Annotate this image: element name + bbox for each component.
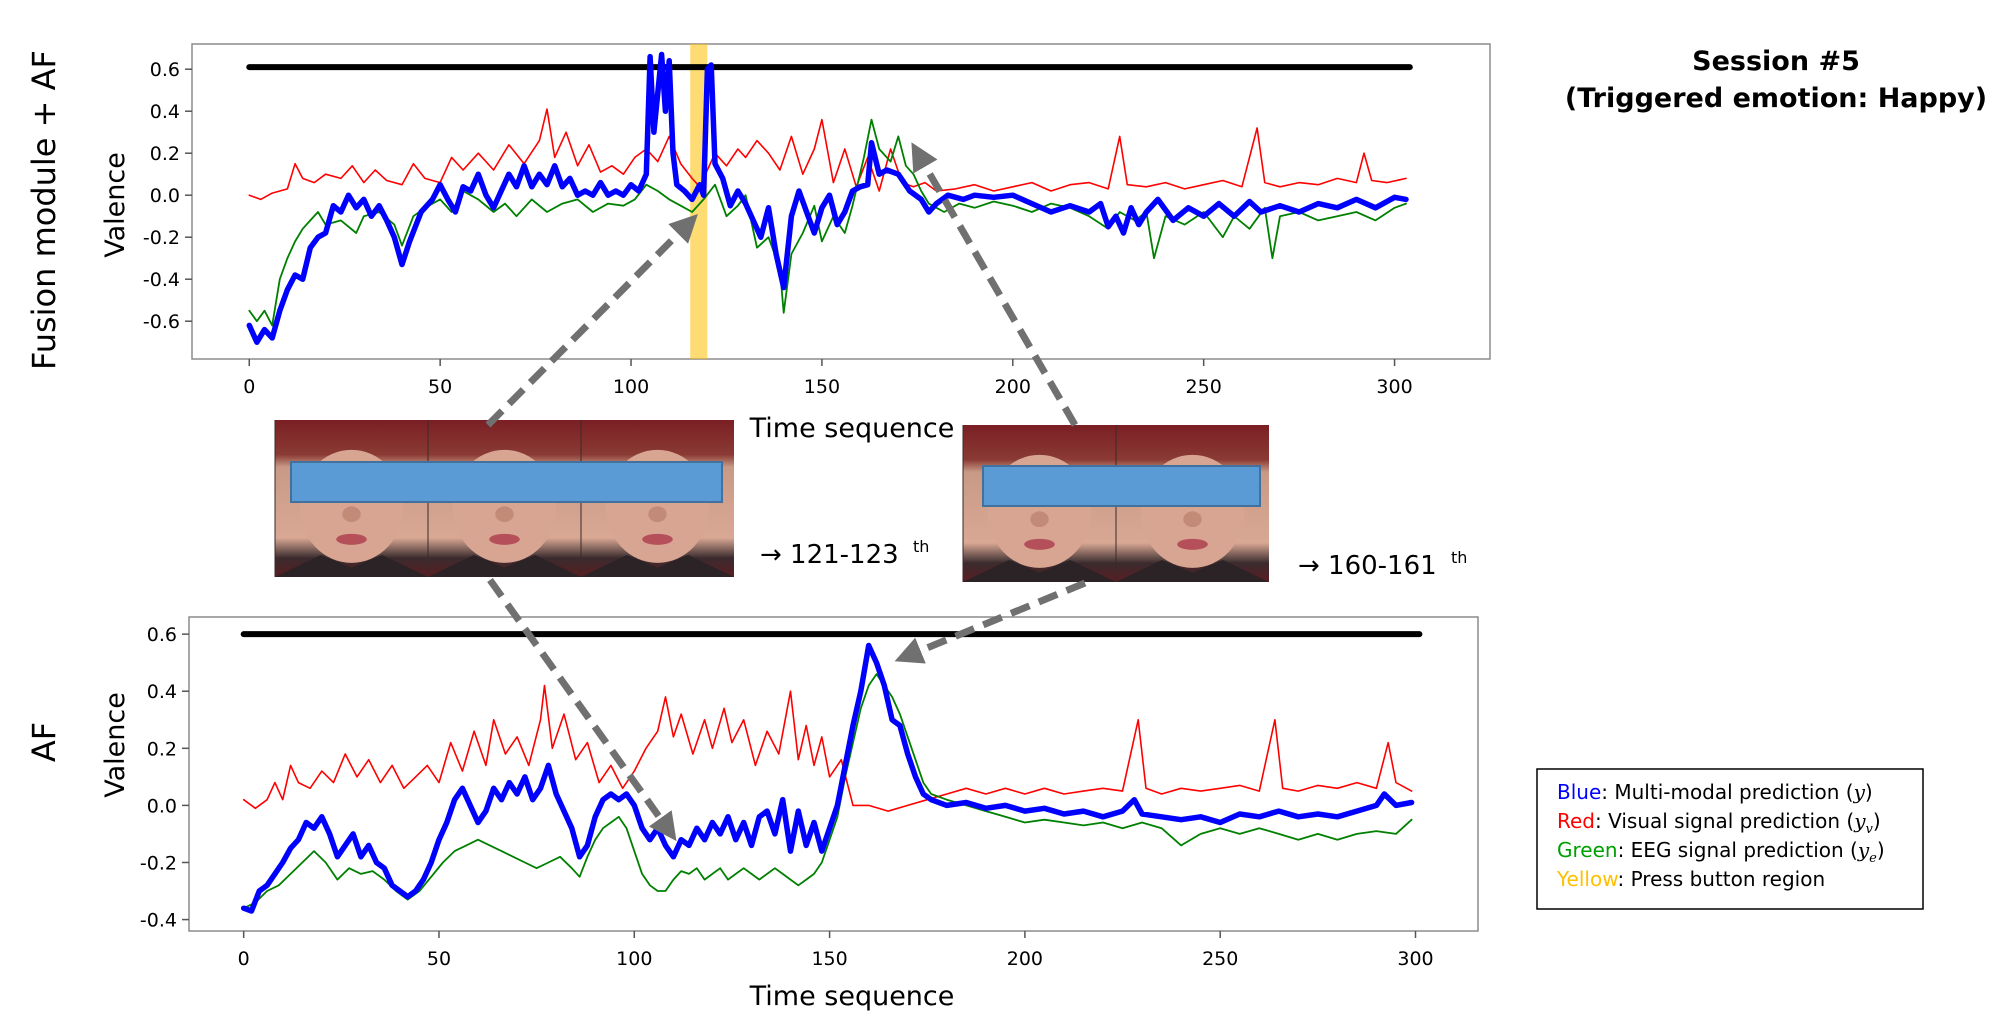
y-tick-label: -0.4: [143, 269, 180, 291]
frames-annotation-b-sup: th: [1451, 548, 1467, 567]
legend-color-word: Blue: [1557, 780, 1601, 804]
row-label-bottom: AF: [25, 722, 63, 762]
series-line-green: [242, 673, 1413, 910]
legend-color-word: Yellow: [1556, 867, 1618, 891]
legend-text: : Press button region: [1617, 867, 1825, 891]
x-tick-label: 0: [238, 948, 250, 970]
x-tick-label: 100: [616, 948, 652, 970]
face-nose: [1030, 511, 1049, 528]
x-tick-label: 50: [427, 948, 451, 970]
legend-entry: Green: EEG signal prediction (ye): [1557, 838, 1885, 866]
face-nose: [495, 506, 514, 523]
title-line-2: (Triggered emotion: Happy): [1565, 83, 1987, 114]
y-tick-label: 0.0: [147, 795, 177, 817]
face-nose: [1183, 511, 1202, 528]
series-line-red: [248, 108, 1407, 201]
x-tick-label: 250: [1202, 948, 1238, 970]
y-tick-label: -0.4: [140, 910, 177, 932]
x-axis-label-top: Time sequence: [749, 413, 955, 444]
frames-annotation-a-sup: th: [913, 537, 929, 556]
frames-annotation-b: → 160-161 th: [1298, 548, 1467, 581]
face-frames-160-161: [962, 425, 1269, 582]
x-tick-label: 0: [243, 376, 255, 398]
y-axis-label-top: Valence: [100, 152, 131, 258]
y-tick-label: 0.6: [147, 624, 177, 646]
legend-text: : EEG signal prediction (: [1618, 838, 1858, 862]
series-line-red: [242, 684, 1413, 812]
legend-text: : Visual signal prediction (: [1595, 809, 1854, 833]
y-tick-label: -0.2: [143, 227, 180, 249]
legend-close: ): [1873, 809, 1881, 833]
y-tick-label: 0.2: [147, 738, 177, 760]
face-nose: [648, 506, 667, 523]
frames-annotation-a-text: → 121-123: [760, 540, 899, 570]
x-tick-label: 100: [613, 376, 649, 398]
legend-close: ): [1877, 838, 1885, 862]
x-tick-label: 150: [804, 376, 840, 398]
frames-annotation-b-text: → 160-161: [1298, 551, 1437, 581]
y-axis-label-bottom: Valence: [100, 692, 131, 798]
y-tick-label: 0.2: [150, 143, 180, 165]
y-tick-label: 0.4: [147, 681, 177, 703]
y-tick-label: -0.6: [143, 311, 180, 333]
connector-arrows: [485, 142, 1087, 842]
legend-entry: Blue: Multi-modal prediction (y): [1557, 780, 1873, 804]
legend: Blue: Multi-modal prediction (y)Red: Vis…: [1536, 768, 1924, 910]
eye-mask: [290, 461, 723, 503]
face-collar: [428, 555, 581, 577]
x-tick-label: 200: [1007, 948, 1043, 970]
face-lips: [1024, 538, 1055, 550]
eye-mask: [982, 465, 1261, 507]
legend-box: [1536, 768, 1924, 910]
legend-color-word: Green: [1557, 838, 1618, 862]
face-lips: [336, 533, 367, 545]
legend-math-subscript: v: [1866, 822, 1874, 837]
series-line-blue: [246, 51, 1409, 345]
arrow-b-to-bottom: [894, 579, 1087, 664]
face-lips: [1177, 538, 1208, 550]
arrow-b-to-top: [911, 142, 1079, 427]
legend-entry: Yellow: Press button region: [1556, 867, 1825, 891]
plot-frame-top: [191, 43, 1491, 360]
y-tick-label: -0.2: [140, 852, 177, 874]
legend-math-symbol: y: [1853, 780, 1866, 804]
x-axis-label-bottom: Time sequence: [749, 981, 955, 1012]
legend-color-word: Red: [1557, 809, 1595, 833]
frames-annotation-a: → 121-123 th: [760, 537, 929, 570]
face-lips: [642, 533, 673, 545]
x-tick-label: 50: [428, 376, 452, 398]
row-label-top: Fusion module + AF: [25, 50, 63, 370]
x-tick-label: 150: [811, 948, 847, 970]
face-collar: [1116, 560, 1269, 582]
chart-panel-top: -0.6 -0.4 -0.2 0.0 0.2 0.4 0.6 0 50 100 150 200 250…: [100, 43, 1491, 444]
y-tick-label: 0.4: [150, 101, 180, 123]
legend-close: ): [1865, 780, 1873, 804]
chart-panel-bottom: -0.4-0.20.00.20.40.6 0 50 100 150 200 250 300 …: [100, 616, 1479, 1012]
face-collar: [581, 555, 734, 577]
x-tick-label: 250: [1186, 376, 1222, 398]
plot-frame-bottom: [188, 616, 1479, 932]
face-frames-121-123: [274, 420, 734, 577]
legend-math-symbol: y: [1857, 838, 1870, 862]
legend-text: : Multi-modal prediction (: [1601, 780, 1853, 804]
x-tick-label: 300: [1397, 948, 1433, 970]
face-nose: [342, 506, 361, 523]
face-lips: [489, 533, 520, 545]
series-line-blue: [240, 642, 1415, 914]
legend-math-subscript: e: [1869, 851, 1877, 866]
face-collar: [275, 555, 428, 577]
y-tick-label: 0.6: [150, 59, 180, 81]
y-tick-label: 0.0: [150, 185, 180, 207]
x-tick-label: 300: [1376, 376, 1412, 398]
arrow-a-to-bottom: [487, 577, 677, 842]
x-tick-label: 200: [995, 376, 1031, 398]
title-line-1: Session #5: [1692, 46, 1860, 77]
legend-math-symbol: y: [1853, 809, 1866, 833]
arrow-a-to-top: [485, 214, 698, 428]
legend-entry: Red: Visual signal prediction (yv): [1557, 809, 1881, 837]
series-line-green: [248, 118, 1407, 327]
face-collar: [963, 560, 1116, 582]
